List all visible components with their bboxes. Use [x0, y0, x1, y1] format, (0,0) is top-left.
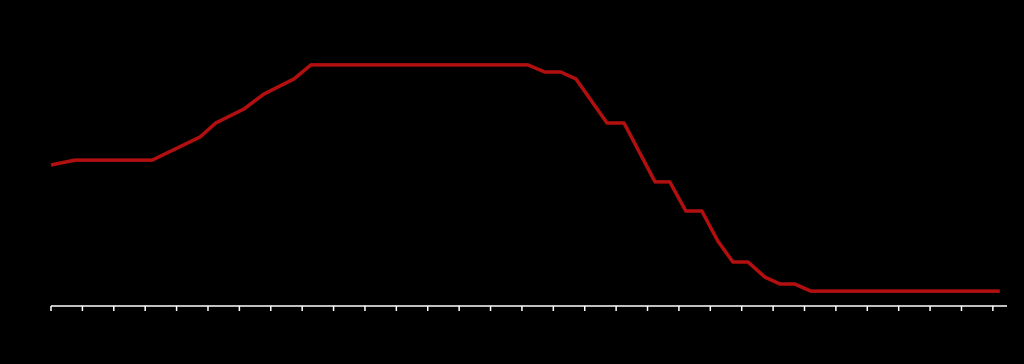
data-line: [50, 63, 1000, 293]
